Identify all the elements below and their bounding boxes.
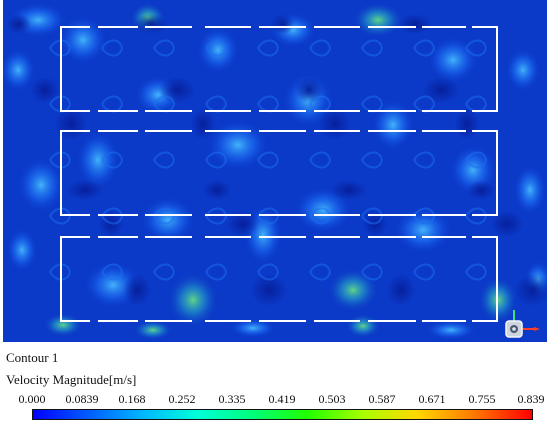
velocity-highlight	[17, 157, 65, 213]
velocity-swirl	[413, 151, 436, 169]
legend-tick-0: 0.000	[18, 392, 46, 406]
velocity-lowspot	[7, 14, 31, 34]
velocity-highlight	[229, 318, 277, 338]
velocity-swirl	[257, 263, 280, 281]
velocity-lowspot	[331, 180, 367, 200]
field-pattern	[3, 2, 547, 340]
velocity-lowspot	[387, 274, 415, 306]
velocity-swirl	[413, 39, 436, 57]
velocity-highlight	[140, 196, 196, 244]
contour-name-label: Contour 1	[6, 350, 59, 365]
velocity-lowspot	[467, 180, 495, 200]
velocity-field	[3, 0, 547, 342]
velocity-highlight	[3, 48, 36, 92]
velocity-swirl	[309, 39, 332, 57]
velocity-swirl	[153, 263, 176, 281]
velocity-swirl	[465, 263, 488, 281]
velocity-lowspot	[271, 14, 295, 34]
color-legend: 0.000 0.0839 0.168 0.252 0.335 0.419 0.5…	[0, 392, 550, 430]
velocity-highlight	[76, 130, 120, 190]
velocity-swirl	[153, 39, 176, 57]
velocity-swirl	[153, 151, 176, 169]
velocity-swirl	[361, 39, 384, 57]
legend-tick-8: 0.671	[418, 392, 446, 406]
legend-tick-10: 0.839	[517, 392, 545, 406]
legend-tick-7: 0.587	[368, 392, 396, 406]
velocity-lowspot	[295, 77, 323, 103]
velocity-swirl	[465, 39, 488, 57]
velocity-lowspot	[515, 274, 547, 306]
velocity-swirl	[49, 95, 72, 113]
velocity-highlight	[196, 26, 240, 74]
legend-tick-4: 0.335	[218, 392, 246, 406]
velocity-lowspot	[491, 211, 523, 237]
velocity-swirl	[257, 151, 280, 169]
wall-outlines	[60, 26, 498, 322]
velocity-swirl	[101, 39, 124, 57]
velocity-highlight	[393, 206, 453, 254]
legend-tick-9: 0.755	[468, 392, 496, 406]
velocity-lowspot	[251, 274, 287, 306]
legend-tick-labels: 0.000 0.0839 0.168 0.252 0.335 0.419 0.5…	[0, 392, 550, 406]
legend-tick-3: 0.252	[168, 392, 196, 406]
velocity-highlight	[327, 268, 379, 312]
velocity-swirl	[205, 39, 228, 57]
velocity-swirl	[413, 95, 436, 113]
velocity-lowspot	[423, 77, 459, 103]
velocity-swirl	[465, 151, 488, 169]
legend-tick-2: 0.168	[118, 392, 146, 406]
velocity-lowspot	[227, 211, 259, 237]
velocity-swirl	[101, 263, 124, 281]
velocity-highlight	[133, 320, 173, 340]
velocity-colorbar	[32, 409, 533, 420]
velocity-lowspot	[31, 77, 59, 103]
axis-triad-icon[interactable]	[500, 305, 544, 341]
velocity-highlight	[6, 228, 38, 272]
velocity-highlight	[167, 272, 219, 328]
velocity-swirl	[101, 151, 124, 169]
velocity-swirl	[361, 151, 384, 169]
velocity-highlight	[505, 48, 541, 92]
velocity-highlight	[293, 186, 353, 234]
velocity-swirl	[309, 263, 332, 281]
velocity-swirl	[205, 263, 228, 281]
velocity-swirl	[49, 263, 72, 281]
variable-name-label: Velocity Magnitude[m/s]	[6, 372, 137, 387]
velocity-swirl	[205, 151, 228, 169]
contour-viewport[interactable]	[3, 0, 547, 342]
velocity-lowspot	[203, 180, 231, 200]
velocity-swirl	[361, 263, 384, 281]
legend-tick-5: 0.419	[268, 392, 296, 406]
legend-tick-6: 0.503	[318, 392, 346, 406]
velocity-highlight	[43, 313, 83, 337]
velocity-lowspot	[135, 14, 167, 34]
legend-tick-1: 0.0839	[65, 392, 99, 406]
velocity-lowspot	[399, 14, 431, 34]
velocity-lowspot	[67, 180, 103, 200]
velocity-swirl	[257, 39, 280, 57]
velocity-swirl	[49, 151, 72, 169]
velocity-highlight	[425, 320, 477, 340]
velocity-highlight	[352, 2, 404, 38]
velocity-swirl	[49, 39, 72, 57]
velocity-swirl	[309, 151, 332, 169]
velocity-highlight	[513, 164, 547, 216]
velocity-swirl	[413, 263, 436, 281]
velocity-lowspot	[123, 274, 151, 306]
